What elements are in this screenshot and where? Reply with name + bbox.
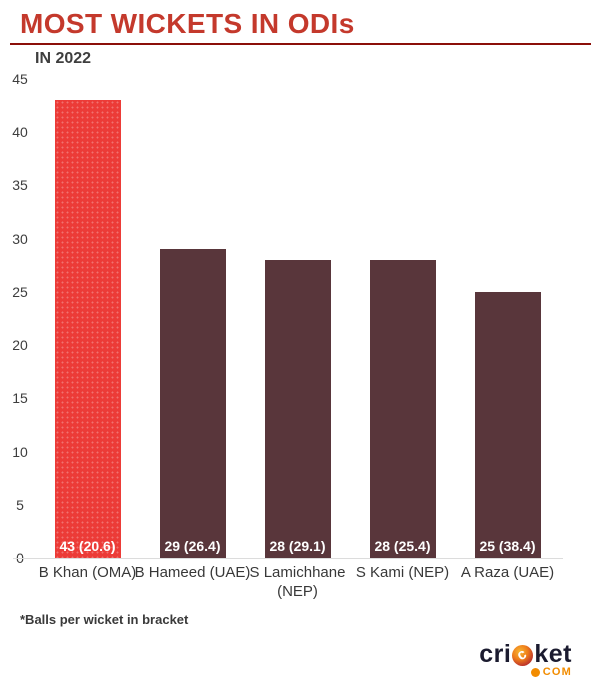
cricket-ball-icon: c xyxy=(512,645,534,666)
chart-title: MOST WICKETS IN ODIs xyxy=(20,8,355,39)
chart-subtitle: IN 2022 xyxy=(35,50,92,67)
y-tick-label: 15 xyxy=(12,390,28,407)
bar-value-label: 29 (26.4) xyxy=(164,538,221,554)
bar-value-label: 28 (29.1) xyxy=(269,538,326,554)
y-tick-label: 5 xyxy=(16,496,24,513)
x-axis-labels: B Khan (OMA) B Hameed (UAE) S Lamichhane (… xyxy=(0,563,600,607)
y-tick-label: 20 xyxy=(12,337,28,354)
plot-area: 43 (20.6) 29 (26.4) 28 (29.1) 28 (25.4) 25 (… xyxy=(0,79,600,558)
logo-tld: COM xyxy=(530,666,572,678)
footnote: *Balls per wicket in bracket xyxy=(20,612,189,627)
y-axis: 051015202530354045 xyxy=(4,71,36,566)
bar-value-label: 25 (38.4) xyxy=(479,538,536,554)
x-axis-label: B Khan (OMA) xyxy=(38,564,137,581)
y-tick-label: 10 xyxy=(12,443,28,460)
logo-tld-text: COM xyxy=(542,666,572,678)
x-axis-label: S Kami (NEP) xyxy=(355,564,450,581)
x-axis-line xyxy=(13,558,563,559)
bar-2: 29 (26.4) xyxy=(159,249,226,558)
y-tick-label: 35 xyxy=(12,177,28,194)
title-divider xyxy=(10,43,591,45)
y-tick-label: 25 xyxy=(12,283,28,300)
x-axis-label: B Hameed (UAE) xyxy=(134,564,251,581)
y-tick-label: 45 xyxy=(12,71,28,87)
x-axis-label: S Lamichhane (NEP) xyxy=(249,564,346,600)
y-tick-label: 30 xyxy=(12,230,28,247)
orange-dot-icon xyxy=(530,667,540,677)
logo-wordmark: cri c ket xyxy=(479,640,572,669)
bar-value-label: 28 (25.4) xyxy=(374,538,431,554)
logo-text-pre: cri xyxy=(479,640,512,668)
cricket-com-logo: cri c ket COM xyxy=(479,640,572,678)
bar-1: 43 (20.6) xyxy=(54,100,121,558)
bar-3: 28 (29.1) xyxy=(264,260,331,558)
y-tick-label: 40 xyxy=(12,124,28,141)
bar-value-label: 43 (20.6) xyxy=(59,538,116,554)
logo-text-post: ket xyxy=(534,640,572,668)
x-axis-label: A Raza (UAE) xyxy=(460,564,555,581)
bar-4: 28 (25.4) xyxy=(369,260,436,558)
bar-5: 25 (38.4) xyxy=(474,291,541,558)
